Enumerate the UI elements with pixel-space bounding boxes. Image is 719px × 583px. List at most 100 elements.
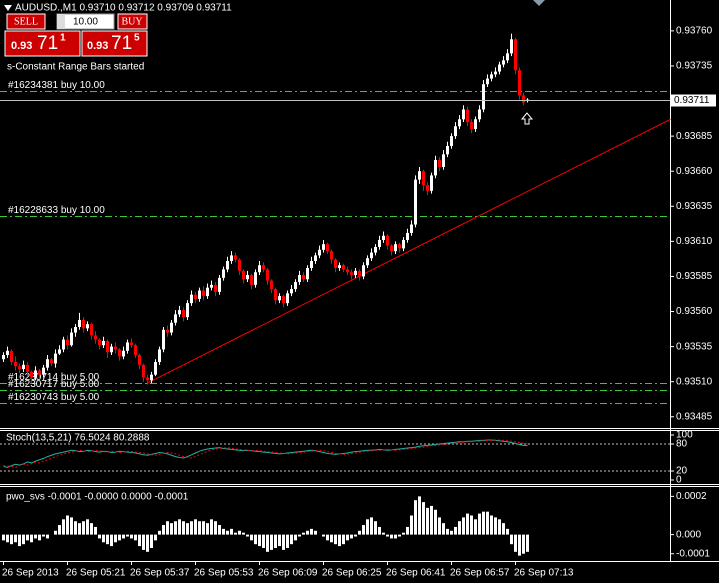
histogram-bar: [294, 534, 297, 541]
histogram-bar: [326, 534, 329, 541]
bid-point: 1: [60, 33, 66, 44]
y-tick-label: 0.93535: [676, 341, 713, 352]
histogram-bar: [498, 519, 501, 535]
histogram-bar: [178, 519, 181, 535]
candle-body: [66, 339, 69, 346]
candle-body: [446, 145, 449, 155]
histogram-bar: [246, 534, 249, 537]
candle-body: [298, 275, 301, 283]
candle-body: [74, 326, 77, 333]
candle-body: [466, 109, 469, 123]
candle-body: [258, 265, 261, 273]
candle-body: [438, 159, 441, 167]
histogram-bar: [226, 530, 229, 535]
stoch-title: Stoch(13,5,21) 76.5024 80.2888: [6, 433, 150, 444]
bid-big: 0.93: [11, 40, 32, 52]
symbol-icon: [4, 5, 12, 11]
candle-body: [490, 74, 493, 79]
histogram-bar: [182, 521, 185, 535]
candle-body: [378, 239, 381, 247]
candle-body: [150, 374, 153, 381]
pwo-title: pwo_svs -0.0001 -0.0000 0.0000 -0.0001: [6, 492, 189, 503]
candle-body: [78, 319, 81, 327]
candle-body: [422, 171, 425, 186]
histogram-bar: [330, 534, 333, 543]
y-tick-label: 0.93685: [676, 131, 713, 142]
sell-button[interactable]: [6, 13, 46, 30]
candle-body: [442, 154, 445, 167]
y-tick-label: 0.93510: [676, 376, 713, 387]
candle-body: [146, 377, 149, 381]
histogram-bar: [274, 534, 277, 548]
histogram-bar: [122, 534, 125, 539]
candle-body: [218, 277, 221, 292]
ask-big: 0.93: [87, 40, 108, 52]
histogram-bar: [314, 530, 317, 535]
candle-body: [122, 350, 125, 357]
histogram-bar: [446, 528, 449, 535]
order-label: #16230743 buy 5.00: [8, 392, 100, 403]
y-tick-label: -0.0001: [676, 548, 710, 559]
candle-body: [86, 324, 89, 329]
histogram-bar: [366, 519, 369, 535]
histogram-bar: [442, 523, 445, 535]
candle-body: [46, 359, 49, 368]
histogram-bar: [310, 528, 313, 535]
histogram-bar: [190, 521, 193, 535]
lots-value: 10.00: [73, 17, 98, 28]
histogram-bar: [210, 519, 213, 535]
histogram-bar: [22, 534, 25, 545]
histogram-bar: [386, 534, 389, 537]
histogram-bar: [234, 532, 237, 535]
y-tick-label: 0.93610: [676, 236, 713, 247]
candle-body: [418, 171, 421, 180]
y-tick-label: 0.0002: [676, 491, 707, 502]
candle-body: [198, 290, 201, 299]
histogram-bar: [494, 517, 497, 535]
stoch-line: [3, 439, 528, 468]
histogram-bar: [282, 534, 285, 550]
y-tick-label: 80: [676, 439, 688, 450]
lots-spinner[interactable]: [57, 14, 65, 29]
histogram-bar: [426, 507, 429, 535]
candle-body: [342, 265, 345, 270]
candle-body: [358, 270, 361, 277]
histogram-bar: [54, 530, 57, 535]
candle-body: [354, 270, 357, 276]
order-label: #16234381 buy 10.00: [8, 80, 105, 91]
candle-body: [34, 370, 37, 378]
histogram-bar: [522, 534, 525, 554]
candle-body: [6, 350, 9, 356]
ask-box[interactable]: [81, 30, 148, 57]
x-tick-label: 26 Sep 06:41: [386, 568, 446, 579]
candle-body: [486, 78, 489, 85]
histogram-bar: [406, 526, 409, 535]
histogram-bar: [102, 534, 105, 543]
candle-body: [450, 136, 453, 146]
candle-body: [398, 244, 401, 249]
candle-body: [70, 332, 73, 346]
candle-body: [266, 269, 269, 281]
candle-body: [102, 340, 105, 346]
y-tick-label: 100: [676, 430, 693, 441]
candle-body: [386, 235, 389, 246]
histogram-bar: [134, 534, 137, 541]
histogram-bar: [502, 523, 505, 535]
histogram-bar: [298, 534, 301, 537]
candle-body: [434, 159, 437, 176]
buy-button[interactable]: [117, 13, 148, 30]
y-tick-label: 0.93635: [676, 201, 713, 212]
candle-body: [242, 270, 245, 280]
candle-body: [282, 296, 285, 304]
candle-body: [142, 364, 145, 378]
histogram-bar: [430, 505, 433, 535]
candle-body: [126, 342, 129, 351]
x-tick-label: 26 Sep 07:13: [514, 568, 574, 579]
histogram-bar: [82, 521, 85, 535]
candle-body: [2, 355, 5, 360]
candle-body: [170, 322, 173, 333]
bid-box[interactable]: [4, 30, 81, 57]
x-tick-label: 26 Sep 06:25: [322, 568, 382, 579]
